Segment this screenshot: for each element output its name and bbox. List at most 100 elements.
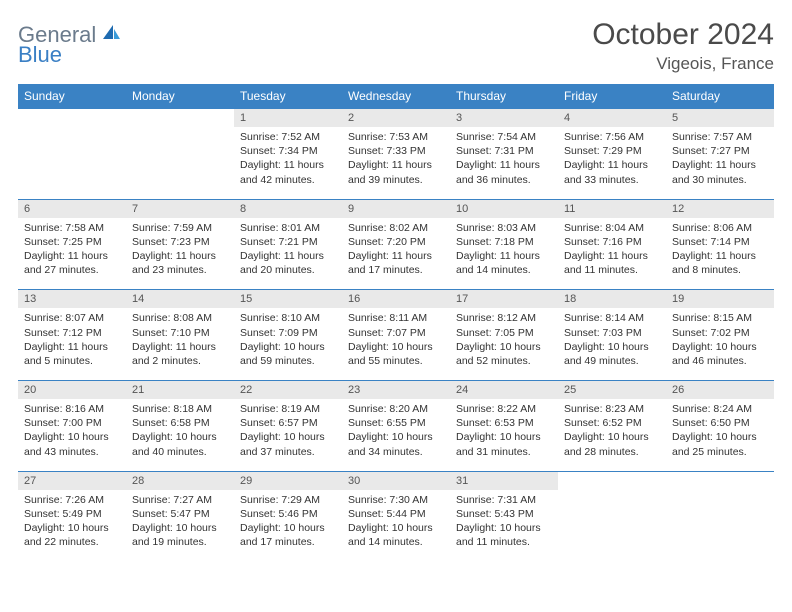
day-cell: Sunrise: 8:06 AMSunset: 7:14 PMDaylight:… — [666, 218, 774, 290]
daylight-text: and 34 minutes. — [348, 445, 444, 459]
daylight-text: and 25 minutes. — [672, 445, 768, 459]
day-number-row: 20212223242526 — [18, 381, 774, 400]
calendar-table: Sunday Monday Tuesday Wednesday Thursday… — [18, 84, 774, 561]
sunrise-text: Sunrise: 8:18 AM — [132, 402, 228, 416]
sunset-text: Sunset: 6:52 PM — [564, 416, 660, 430]
sunset-text: Sunset: 7:31 PM — [456, 144, 552, 158]
day-content-row: Sunrise: 7:52 AMSunset: 7:34 PMDaylight:… — [18, 127, 774, 199]
day-number-row: 2728293031 — [18, 471, 774, 490]
sunrise-text: Sunrise: 7:31 AM — [456, 493, 552, 507]
sunrise-text: Sunrise: 8:12 AM — [456, 311, 552, 325]
sunrise-text: Sunrise: 8:15 AM — [672, 311, 768, 325]
daylight-text: and 27 minutes. — [24, 263, 120, 277]
sunset-text: Sunset: 6:53 PM — [456, 416, 552, 430]
day-cell: Sunrise: 7:53 AMSunset: 7:33 PMDaylight:… — [342, 127, 450, 199]
daylight-text: and 5 minutes. — [24, 354, 120, 368]
day-number: 20 — [18, 381, 126, 400]
day-cell: Sunrise: 7:27 AMSunset: 5:47 PMDaylight:… — [126, 490, 234, 562]
day-number: 4 — [558, 109, 666, 128]
sunset-text: Sunset: 7:29 PM — [564, 144, 660, 158]
sunrise-text: Sunrise: 7:54 AM — [456, 130, 552, 144]
daylight-text: and 14 minutes. — [456, 263, 552, 277]
daylight-text: Daylight: 11 hours — [564, 249, 660, 263]
sunrise-text: Sunrise: 8:01 AM — [240, 221, 336, 235]
sunset-text: Sunset: 7:18 PM — [456, 235, 552, 249]
daylight-text: Daylight: 11 hours — [240, 249, 336, 263]
daylight-text: Daylight: 10 hours — [348, 340, 444, 354]
daylight-text: Daylight: 10 hours — [132, 430, 228, 444]
daylight-text: Daylight: 10 hours — [348, 430, 444, 444]
daylight-text: Daylight: 11 hours — [348, 158, 444, 172]
sunset-text: Sunset: 7:16 PM — [564, 235, 660, 249]
day-number — [666, 471, 774, 490]
day-cell: Sunrise: 8:24 AMSunset: 6:50 PMDaylight:… — [666, 399, 774, 471]
daylight-text: and 19 minutes. — [132, 535, 228, 549]
sunrise-text: Sunrise: 8:10 AM — [240, 311, 336, 325]
day-content-row: Sunrise: 7:58 AMSunset: 7:25 PMDaylight:… — [18, 218, 774, 290]
sunset-text: Sunset: 7:00 PM — [24, 416, 120, 430]
location: Vigeois, France — [592, 54, 774, 74]
weekday-header: Thursday — [450, 84, 558, 109]
daylight-text: Daylight: 10 hours — [24, 430, 120, 444]
sunset-text: Sunset: 5:47 PM — [132, 507, 228, 521]
sunrise-text: Sunrise: 8:14 AM — [564, 311, 660, 325]
day-cell: Sunrise: 7:26 AMSunset: 5:49 PMDaylight:… — [18, 490, 126, 562]
daylight-text: Daylight: 10 hours — [240, 521, 336, 535]
sunset-text: Sunset: 6:55 PM — [348, 416, 444, 430]
sunrise-text: Sunrise: 7:30 AM — [348, 493, 444, 507]
daylight-text: Daylight: 11 hours — [456, 158, 552, 172]
daylight-text: and 11 minutes. — [564, 263, 660, 277]
day-cell: Sunrise: 7:52 AMSunset: 7:34 PMDaylight:… — [234, 127, 342, 199]
day-cell: Sunrise: 8:19 AMSunset: 6:57 PMDaylight:… — [234, 399, 342, 471]
day-number: 1 — [234, 109, 342, 128]
sunset-text: Sunset: 6:50 PM — [672, 416, 768, 430]
day-cell: Sunrise: 7:56 AMSunset: 7:29 PMDaylight:… — [558, 127, 666, 199]
sunrise-text: Sunrise: 8:23 AM — [564, 402, 660, 416]
daylight-text: Daylight: 10 hours — [564, 340, 660, 354]
sunrise-text: Sunrise: 7:58 AM — [24, 221, 120, 235]
daylight-text: and 11 minutes. — [456, 535, 552, 549]
day-cell: Sunrise: 8:04 AMSunset: 7:16 PMDaylight:… — [558, 218, 666, 290]
day-number: 21 — [126, 381, 234, 400]
day-cell: Sunrise: 8:07 AMSunset: 7:12 PMDaylight:… — [18, 308, 126, 380]
sunrise-text: Sunrise: 8:03 AM — [456, 221, 552, 235]
sunset-text: Sunset: 7:33 PM — [348, 144, 444, 158]
day-number: 2 — [342, 109, 450, 128]
daylight-text: Daylight: 10 hours — [240, 430, 336, 444]
day-cell: Sunrise: 8:20 AMSunset: 6:55 PMDaylight:… — [342, 399, 450, 471]
daylight-text: and 17 minutes. — [348, 263, 444, 277]
day-number: 31 — [450, 471, 558, 490]
day-number-row: 13141516171819 — [18, 290, 774, 309]
sunset-text: Sunset: 6:58 PM — [132, 416, 228, 430]
daylight-text: and 52 minutes. — [456, 354, 552, 368]
sunrise-text: Sunrise: 7:52 AM — [240, 130, 336, 144]
day-number: 18 — [558, 290, 666, 309]
day-number: 15 — [234, 290, 342, 309]
day-number: 7 — [126, 199, 234, 218]
day-number: 28 — [126, 471, 234, 490]
day-number: 8 — [234, 199, 342, 218]
sunrise-text: Sunrise: 7:27 AM — [132, 493, 228, 507]
sunset-text: Sunset: 7:27 PM — [672, 144, 768, 158]
day-cell — [126, 127, 234, 199]
sunset-text: Sunset: 7:34 PM — [240, 144, 336, 158]
daylight-text: Daylight: 10 hours — [672, 430, 768, 444]
day-cell — [18, 127, 126, 199]
sunset-text: Sunset: 7:21 PM — [240, 235, 336, 249]
day-number: 10 — [450, 199, 558, 218]
daylight-text: Daylight: 10 hours — [24, 521, 120, 535]
day-cell — [558, 490, 666, 562]
daylight-text: Daylight: 11 hours — [240, 158, 336, 172]
daylight-text: Daylight: 10 hours — [456, 430, 552, 444]
sunset-text: Sunset: 5:44 PM — [348, 507, 444, 521]
day-cell: Sunrise: 7:30 AMSunset: 5:44 PMDaylight:… — [342, 490, 450, 562]
day-number — [18, 109, 126, 128]
sunrise-text: Sunrise: 8:20 AM — [348, 402, 444, 416]
sunset-text: Sunset: 7:05 PM — [456, 326, 552, 340]
daylight-text: and 46 minutes. — [672, 354, 768, 368]
weekday-header: Wednesday — [342, 84, 450, 109]
daylight-text: Daylight: 11 hours — [348, 249, 444, 263]
day-number: 3 — [450, 109, 558, 128]
day-number-row: 12345 — [18, 109, 774, 128]
sunrise-text: Sunrise: 7:29 AM — [240, 493, 336, 507]
